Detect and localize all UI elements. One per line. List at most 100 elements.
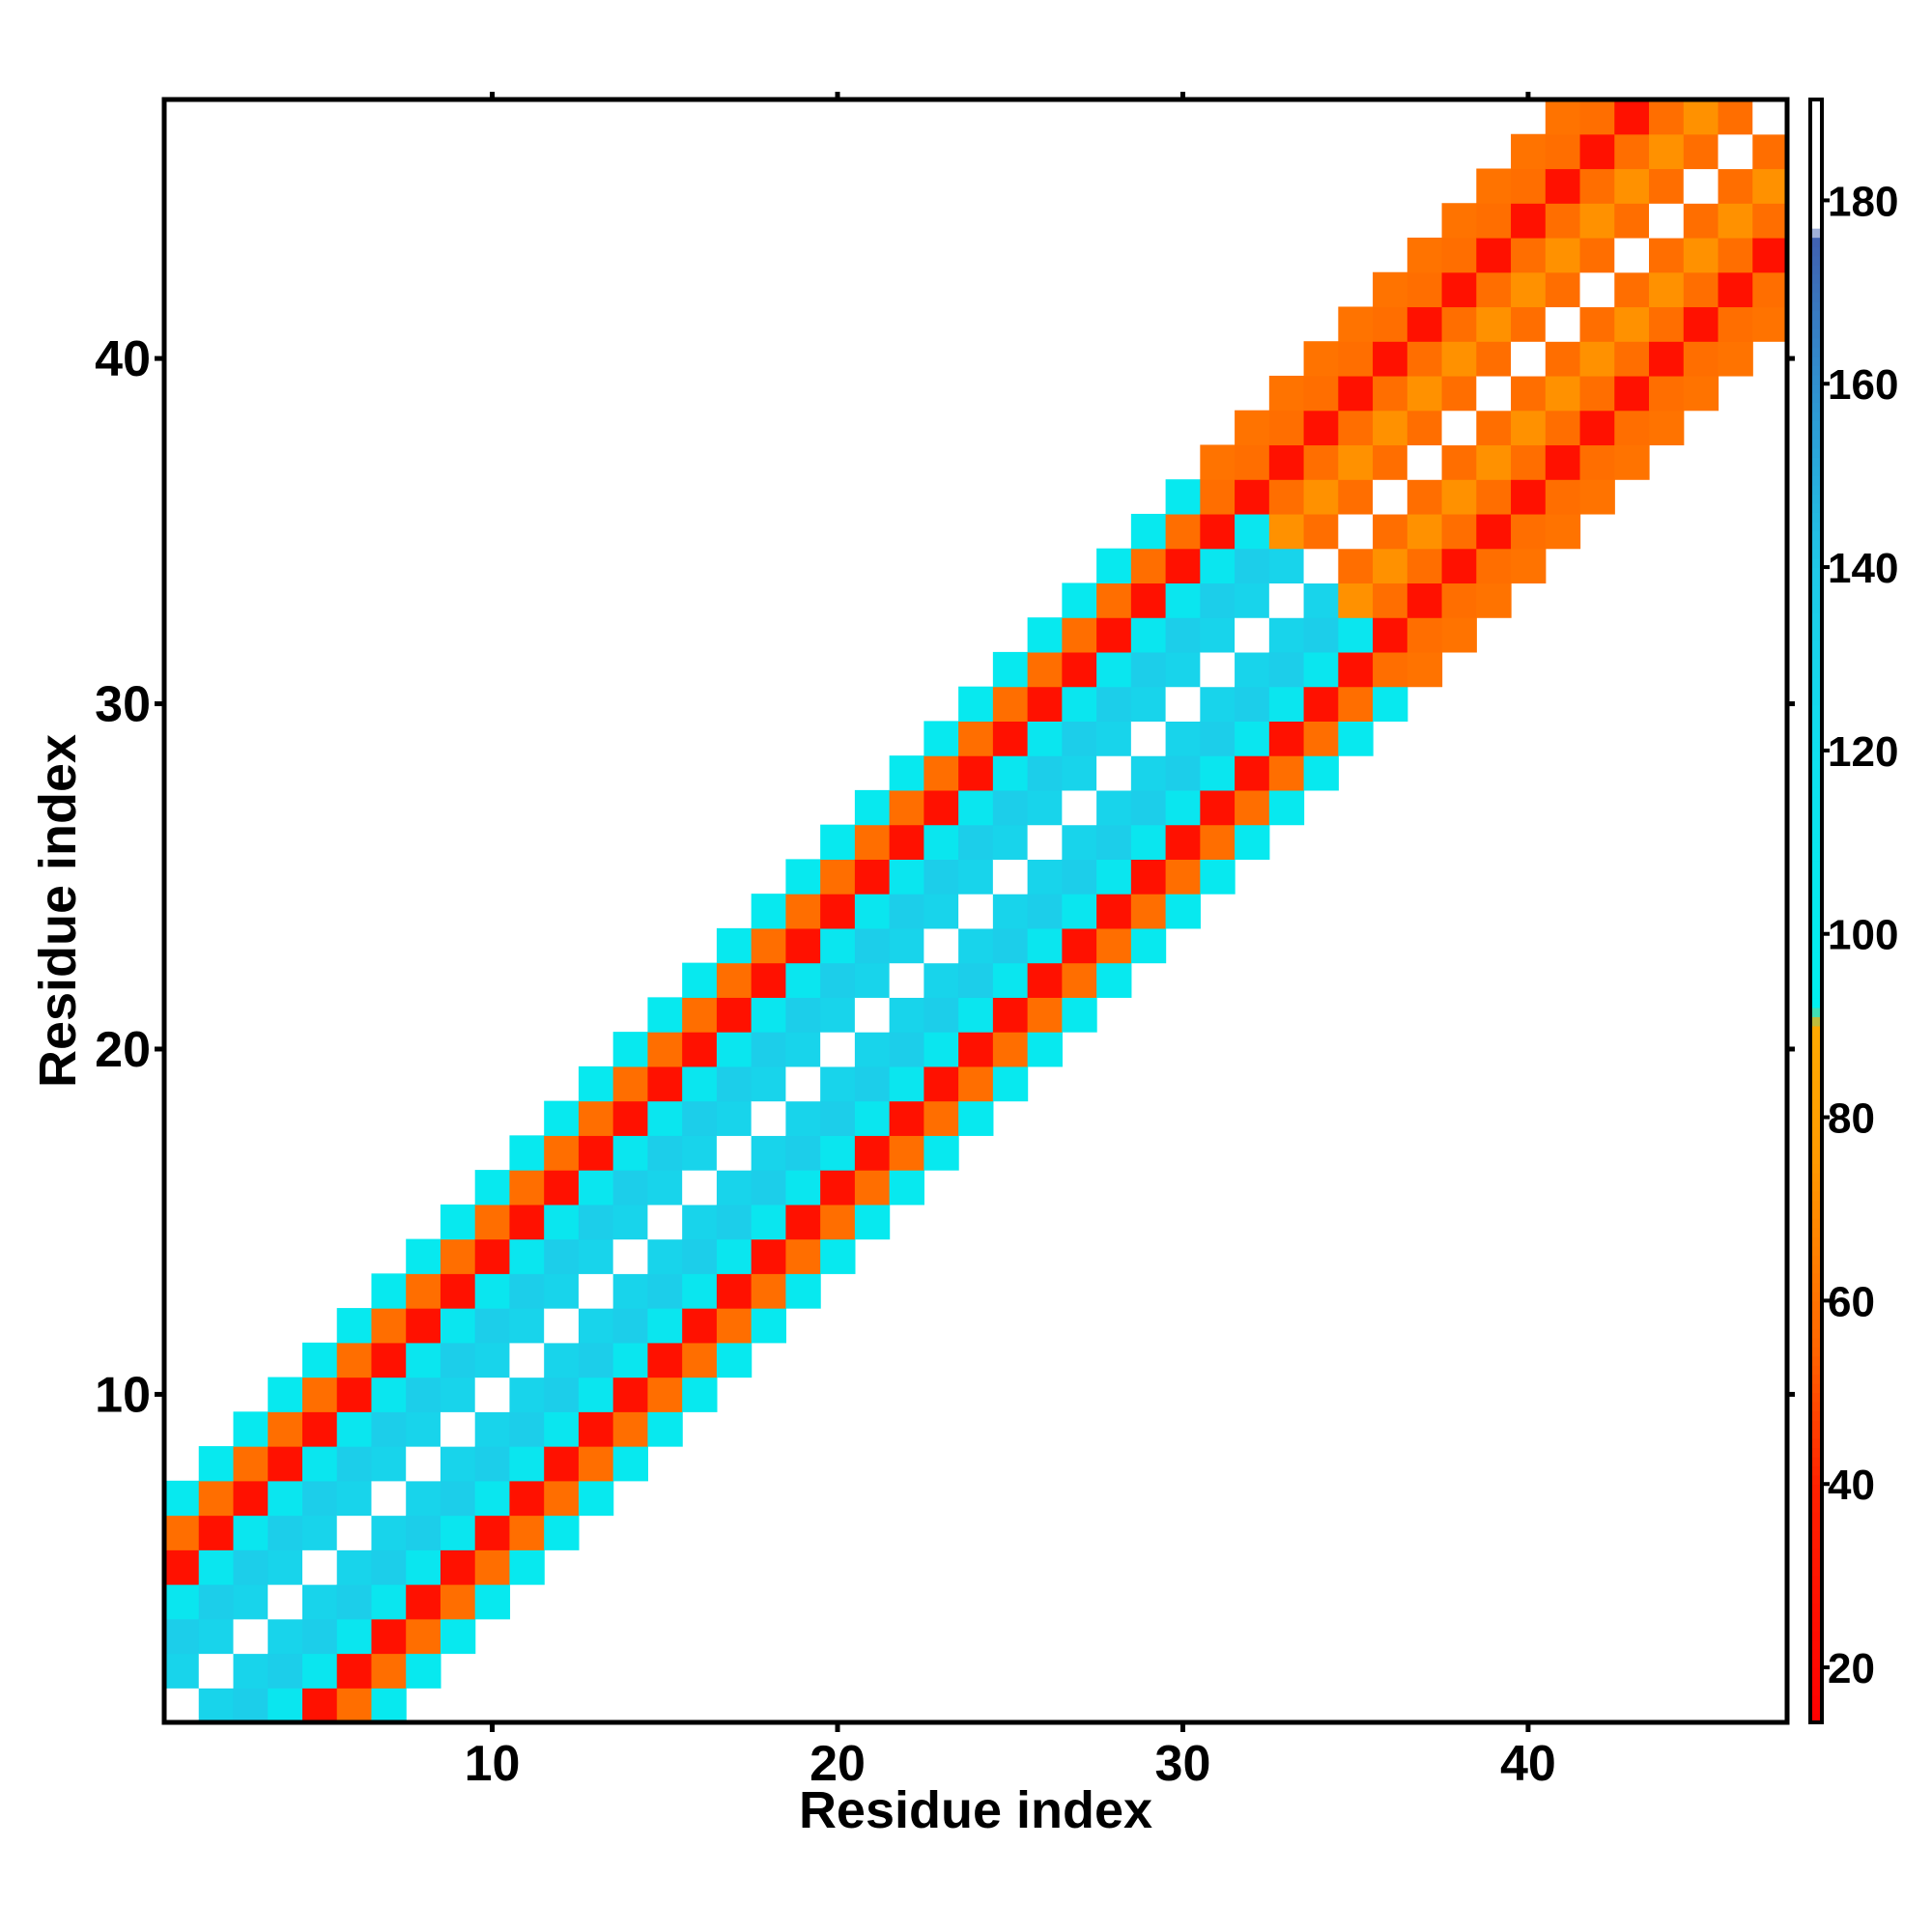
heatmap-cell (1545, 271, 1581, 308)
heatmap-cell (1614, 203, 1650, 239)
heatmap-cell (1406, 237, 1443, 273)
heatmap-cell (923, 824, 959, 860)
heatmap-cell (301, 1377, 338, 1412)
heatmap-cell (1406, 548, 1443, 584)
colorbar-segment (1810, 851, 1822, 862)
heatmap-cell (268, 1480, 303, 1517)
heatmap-cell (889, 1065, 924, 1102)
heatmap-cell (682, 1238, 718, 1274)
heatmap-cell (301, 1584, 338, 1620)
colorbar-segment (1810, 786, 1822, 798)
heatmap-cell (1303, 548, 1339, 584)
heatmap-cell (578, 1480, 614, 1517)
heatmap-cell (958, 997, 994, 1033)
heatmap-cell (820, 1238, 856, 1274)
colorbar-segment (1810, 190, 1822, 202)
heatmap-cell (1614, 375, 1650, 412)
heatmap-cell (923, 894, 959, 929)
colorbar-segment (1810, 750, 1822, 761)
heatmap-cell (1511, 410, 1547, 446)
colorbar-segment (1810, 502, 1822, 513)
heatmap-cell (716, 1308, 753, 1344)
heatmap-cell (716, 1238, 753, 1274)
heatmap-cell (1130, 755, 1167, 791)
heatmap-cell (1579, 99, 1615, 135)
heatmap-cell (268, 1377, 303, 1412)
heatmap-cell (440, 1446, 476, 1482)
heatmap-cell (233, 1515, 269, 1550)
colorbar-segment (1810, 1282, 1822, 1293)
heatmap-cell (612, 1342, 649, 1378)
heatmap-cell (1165, 548, 1201, 584)
heatmap-cell (1545, 306, 1581, 342)
heatmap-cell (544, 1100, 580, 1136)
heatmap-cell (1579, 444, 1615, 480)
heatmap-cell (716, 997, 753, 1033)
heatmap-cell (1718, 99, 1753, 135)
heatmap-cell (1373, 548, 1408, 584)
colorbar-segment (1810, 1245, 1822, 1256)
heatmap-cell (440, 1584, 476, 1620)
colorbar-segment (1810, 447, 1822, 458)
colorbar-segment (1810, 823, 1822, 835)
colorbar-segment (1810, 1337, 1822, 1348)
heatmap-cell (1683, 375, 1719, 412)
heatmap-cell (509, 1204, 545, 1240)
heatmap-cell (1649, 168, 1685, 204)
heatmap-cell (474, 1480, 511, 1517)
heatmap-cell (440, 1342, 476, 1378)
colorbar-segment (1810, 218, 1822, 229)
colorbar-segment (1810, 1382, 1822, 1394)
colorbar-segment (1810, 1053, 1822, 1064)
colorbar-segment (1810, 998, 1822, 1009)
heatmap-cell (1579, 271, 1615, 308)
heatmap-cell (889, 755, 924, 791)
heatmap-cell (1683, 168, 1719, 204)
heatmap-cell (1476, 341, 1512, 377)
heatmap-cell (1511, 479, 1547, 515)
colorbar-segment (1810, 585, 1822, 596)
heatmap-cell (371, 1480, 407, 1517)
heatmap-cell (1545, 99, 1581, 135)
colorbar-segment (1810, 1639, 1822, 1650)
x-axis-ticks: 10 20 30 40 (465, 92, 1556, 1792)
heatmap-cell (889, 824, 924, 860)
heatmap-cell (1373, 617, 1408, 653)
heatmap-cell (1338, 306, 1374, 342)
heatmap-cell (1614, 444, 1650, 480)
colorbar-segment (1810, 282, 1822, 294)
heatmap-cell (474, 1204, 511, 1240)
heatmap-cell (1096, 789, 1132, 826)
heatmap-cell (1303, 444, 1339, 480)
colorbar-segment (1810, 1594, 1822, 1605)
heatmap-cell (1165, 479, 1201, 515)
heatmap-cell (785, 859, 821, 895)
heatmap-cell (923, 997, 959, 1033)
colorbar-segment (1810, 924, 1822, 935)
heatmap-cell (1303, 755, 1339, 791)
heatmap-cell (923, 1065, 959, 1102)
heatmap-cell (1200, 721, 1236, 756)
heatmap-cell (1545, 410, 1581, 446)
heatmap-cell (336, 1618, 373, 1655)
heatmap-cell (301, 1342, 338, 1378)
heatmap-cell (647, 1135, 683, 1171)
heatmap-cell (1062, 927, 1097, 964)
x-axis-title: Residue index (799, 1781, 1152, 1839)
heatmap-cell (958, 962, 994, 998)
heatmap-cell (1406, 306, 1443, 342)
colorbar-segment (1810, 1392, 1822, 1403)
colorbar-segment (1810, 1557, 1822, 1568)
heatmap-cell (785, 927, 821, 964)
heatmap-cell (992, 686, 1029, 722)
heatmap-cell (1027, 789, 1063, 826)
heatmap-cell (751, 894, 786, 929)
heatmap-cell (1476, 168, 1512, 204)
colorbar-segment (1810, 622, 1822, 633)
heatmap-cell (198, 1480, 235, 1517)
colorbar-segment (1810, 1694, 1822, 1705)
heatmap-cell (1649, 271, 1685, 308)
colorbar-segment (1810, 1035, 1822, 1045)
heatmap-cell (1373, 306, 1408, 342)
heatmap-cell (682, 1342, 718, 1378)
